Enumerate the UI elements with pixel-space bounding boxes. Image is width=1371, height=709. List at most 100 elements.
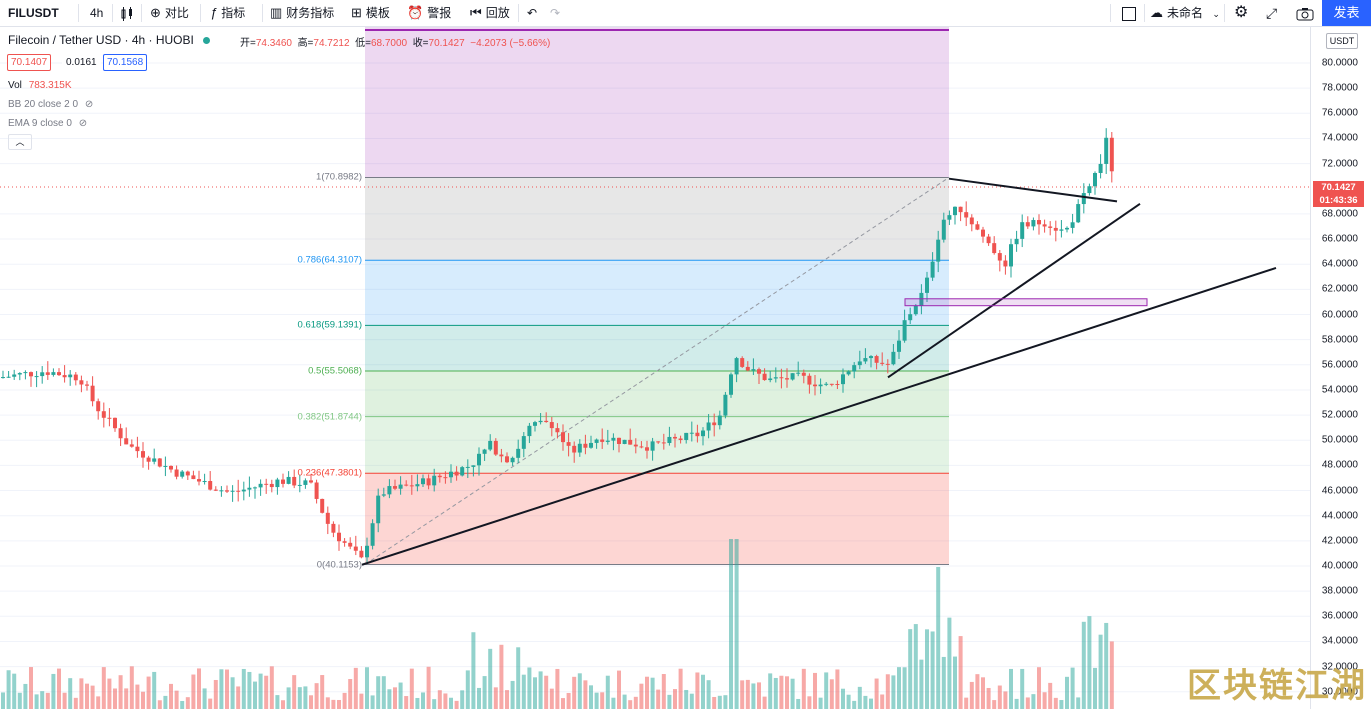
- volume-bar: [505, 690, 509, 709]
- volume-bar: [230, 677, 235, 709]
- candle-body: [12, 374, 17, 377]
- volume-bar: [309, 695, 313, 709]
- bid-price-box[interactable]: 70.1407: [7, 54, 52, 71]
- price-tick-label: 74.0000: [1321, 132, 1358, 144]
- volume-bar: [465, 670, 470, 709]
- fullscreen-icon[interactable]: ⤢: [1266, 5, 1278, 21]
- candle-body: [29, 372, 33, 377]
- candle-body: [275, 479, 280, 488]
- volume-bar: [678, 668, 683, 709]
- alert-button[interactable]: ⏰ 警报: [407, 0, 451, 26]
- camera-icon[interactable]: [1296, 0, 1314, 26]
- compare-button[interactable]: ⊕ 对比: [150, 0, 189, 26]
- candle-body: [141, 451, 145, 458]
- price-tick-label: 78.0000: [1321, 82, 1358, 94]
- market-status-dot: [203, 37, 211, 44]
- volume-bar: [1042, 692, 1047, 709]
- volume-bar: [342, 692, 347, 709]
- fib-zone: [365, 177, 949, 261]
- bb-indicator[interactable]: BB 20 close 2 0 ⊘: [8, 99, 93, 110]
- ema-indicator[interactable]: EMA 9 close 0 ⊘: [8, 118, 87, 129]
- fib-zone: [365, 260, 949, 326]
- symbol-title: Filecoin / Tether USD · 4h · HUOBI: [8, 33, 194, 47]
- hidden-eye-icon[interactable]: ⊘: [78, 118, 88, 129]
- candle-body: [191, 475, 196, 480]
- templates-button[interactable]: ⊞ 模板: [351, 0, 390, 26]
- candle-body: [1093, 172, 1097, 187]
- currency-unit-button[interactable]: USDT: [1326, 33, 1358, 49]
- financials-button[interactable]: ▥ 财务指标: [270, 0, 334, 26]
- candle-body: [118, 428, 123, 439]
- candle-body: [202, 481, 207, 483]
- cloud-icon: ☁: [1150, 5, 1163, 20]
- toolbar-divider: [112, 4, 113, 22]
- candle-body: [902, 320, 907, 341]
- volume-bar: [337, 699, 341, 709]
- volume-bar: [303, 686, 308, 709]
- volume-bar: [712, 696, 717, 709]
- price-tick-label: 32.0000: [1321, 661, 1358, 673]
- candle-body: [779, 377, 784, 379]
- volume-bar: [1098, 634, 1103, 709]
- replay-label: 回放: [485, 6, 510, 20]
- redo-icon[interactable]: ↷: [550, 6, 561, 20]
- layout-square-icon[interactable]: [1121, 0, 1137, 26]
- candle-body: [701, 430, 705, 437]
- candle-body: [544, 420, 549, 423]
- candle-body: [1065, 227, 1069, 230]
- volume-bar: [863, 695, 868, 709]
- volume-bar: [17, 692, 22, 709]
- candle-body: [331, 523, 336, 533]
- volume-bar: [348, 679, 353, 709]
- candle-body: [992, 243, 997, 254]
- indicators-button[interactable]: ƒ 指标: [210, 0, 245, 26]
- candle-type-icon[interactable]: [120, 0, 134, 26]
- interval-button[interactable]: 4h: [90, 6, 104, 20]
- volume-bar: [745, 679, 750, 709]
- candle-body: [510, 457, 515, 463]
- price-tick-label: 46.0000: [1321, 485, 1358, 497]
- undo-icon[interactable]: ↶: [527, 6, 538, 20]
- fib-zone: [365, 416, 949, 474]
- candle-body: [533, 422, 537, 426]
- volume-bar: [740, 680, 745, 709]
- volume-bar: [325, 697, 330, 709]
- plus-circle-icon: ⊕: [150, 5, 161, 20]
- collapse-legend-button[interactable]: ︿: [8, 134, 32, 150]
- fib-zone: [365, 371, 949, 417]
- replay-button[interactable]: ⏮ 回放: [470, 0, 510, 26]
- candle-body: [941, 219, 946, 240]
- price-tick-label: 56.0000: [1321, 359, 1358, 371]
- symbol-search[interactable]: FILUSDT: [8, 6, 59, 20]
- alarm-icon: ⏰: [407, 5, 424, 20]
- toolbar-divider: [1224, 4, 1225, 22]
- ask-price-box[interactable]: 70.1568: [103, 54, 148, 71]
- volume-bar: [885, 674, 890, 709]
- candle-body: [437, 475, 442, 478]
- publish-button[interactable]: 发表: [1322, 0, 1371, 26]
- grid-icon: ⊞: [351, 5, 362, 20]
- price-tick-label: 68.0000: [1321, 208, 1358, 220]
- price-chart[interactable]: [0, 27, 1310, 709]
- chart-legend: Filecoin / Tether USD · 4h · HUOBI: [8, 33, 211, 47]
- volume-bar: [6, 670, 11, 709]
- candle-body: [17, 373, 22, 375]
- hidden-eye-icon[interactable]: ⊘: [84, 99, 94, 110]
- price-axis[interactable]: 80.0000 78.0000 76.0000 74.0000 72.0000 68.00…: [1310, 27, 1371, 709]
- candle-body: [583, 443, 588, 448]
- layout-name-button[interactable]: ☁ 未命名 ⌄: [1150, 0, 1220, 26]
- volume-bar: [169, 683, 173, 709]
- volume-bar: [393, 687, 397, 709]
- volume-bar: [577, 673, 582, 709]
- candle-body: [1031, 220, 1036, 227]
- volume-bar: [320, 675, 325, 709]
- candle-body: [572, 445, 577, 453]
- volume-bar: [1031, 694, 1036, 709]
- candle-body: [415, 484, 420, 487]
- volume-bar: [1020, 668, 1025, 709]
- volume-indicator[interactable]: Vol 783.315K: [8, 80, 72, 91]
- candle-body: [1048, 226, 1053, 228]
- candle-body: [303, 480, 308, 485]
- volume-bar: [174, 690, 179, 709]
- settings-gear-icon[interactable]: ⚙: [1234, 4, 1249, 21]
